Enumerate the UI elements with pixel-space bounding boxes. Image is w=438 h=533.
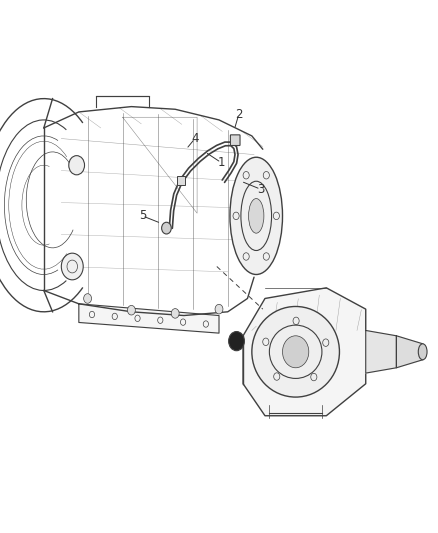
FancyBboxPatch shape	[230, 135, 240, 146]
Circle shape	[127, 305, 135, 315]
Ellipse shape	[252, 306, 339, 397]
Ellipse shape	[248, 199, 264, 233]
Ellipse shape	[418, 344, 427, 360]
Circle shape	[229, 332, 244, 351]
Circle shape	[283, 336, 309, 368]
Circle shape	[61, 253, 83, 280]
Polygon shape	[243, 288, 366, 416]
Text: 2: 2	[235, 108, 243, 121]
Circle shape	[69, 156, 85, 175]
Circle shape	[215, 304, 223, 314]
Text: 3: 3	[257, 183, 264, 196]
Circle shape	[162, 222, 171, 234]
Text: 1: 1	[217, 156, 225, 169]
Text: 5: 5	[139, 209, 146, 222]
Circle shape	[171, 309, 179, 318]
Polygon shape	[79, 304, 219, 333]
Text: 4: 4	[191, 132, 199, 145]
Polygon shape	[366, 330, 396, 373]
Ellipse shape	[230, 157, 283, 274]
Bar	[177, 176, 185, 185]
Circle shape	[84, 294, 92, 303]
Polygon shape	[396, 336, 423, 368]
